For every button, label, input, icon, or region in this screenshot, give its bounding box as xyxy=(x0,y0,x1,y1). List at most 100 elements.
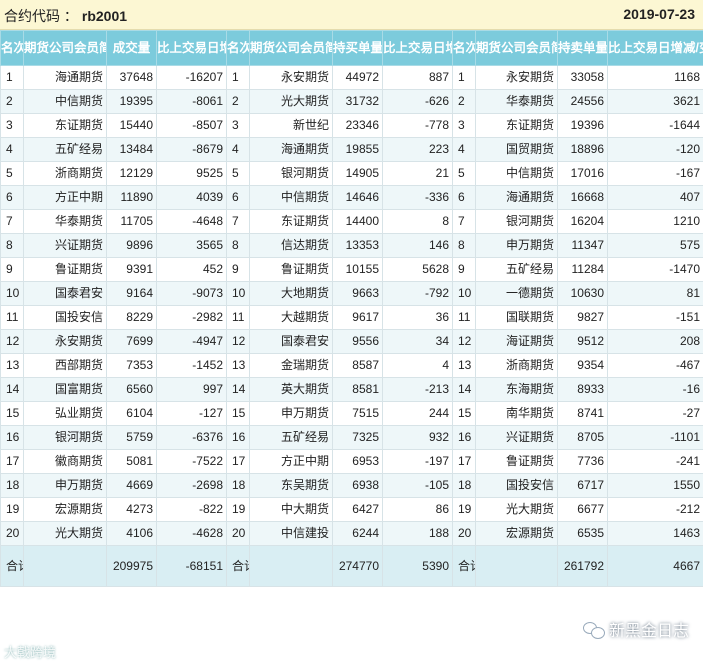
firm-cell: 海通期货 xyxy=(23,65,107,90)
firm-cell: 宏源期货 xyxy=(475,521,558,546)
rank-cell: 12 xyxy=(226,329,250,354)
volume-cell: 14905 xyxy=(332,161,383,186)
rank-cell: 3 xyxy=(452,113,476,138)
rank-cell: 6 xyxy=(452,185,476,210)
change-cell: -9073 xyxy=(156,281,227,306)
rank-cell: 12 xyxy=(452,329,476,354)
total-label: 合计 xyxy=(226,545,250,587)
change-cell: 81 xyxy=(607,281,703,306)
volume-cell: 12129 xyxy=(106,161,157,186)
rank-cell: 15 xyxy=(0,401,24,426)
change-cell: -6376 xyxy=(156,425,227,450)
volume-cell: 9391 xyxy=(106,257,157,282)
change-cell: 36 xyxy=(382,305,453,330)
table-row: 8 兴证期货 9896 3565 8 信达期货 13353 146 8 申万期货 11347 575 xyxy=(0,233,703,258)
firm-cell: 海通期货 xyxy=(475,185,558,210)
rank-cell: 3 xyxy=(226,113,250,138)
firm-cell: 中信建投 xyxy=(249,521,333,546)
rank-cell: 6 xyxy=(0,185,24,210)
col-firm-2: 期货公司会员简称 xyxy=(249,30,333,66)
change-cell: 5628 xyxy=(382,257,453,282)
change-cell: -336 xyxy=(382,185,453,210)
col-short-position: 持卖单量 xyxy=(557,30,608,66)
col-long-position: 持买单量 xyxy=(332,30,383,66)
table-row: 2 中信期货 19395 -8061 2 光大期货 31732 -626 2 华泰期货 24556 3… xyxy=(0,89,703,114)
change-cell: 3565 xyxy=(156,233,227,258)
rank-cell: 18 xyxy=(452,473,476,498)
volume-cell: 8933 xyxy=(557,377,608,402)
change-cell: -127 xyxy=(156,401,227,426)
change-cell: 86 xyxy=(382,497,453,522)
firm-cell: 大地期货 xyxy=(249,281,333,306)
rank-cell: 20 xyxy=(452,521,476,546)
volume-cell: 13353 xyxy=(332,233,383,258)
volume-cell: 37648 xyxy=(106,65,157,90)
volume-cell: 14400 xyxy=(332,209,383,234)
rank-cell: 4 xyxy=(452,137,476,162)
col-rank-3: 名次 xyxy=(452,30,476,66)
table-row: 6 方正中期 11890 4039 6 中信期货 14646 -336 6 海通期货 16668 40… xyxy=(0,185,703,210)
firm-cell: 申万期货 xyxy=(249,401,333,426)
firm-cell: 南华期货 xyxy=(475,401,558,426)
total-change: 4667 xyxy=(607,545,703,587)
firm-cell: 中大期货 xyxy=(249,497,333,522)
change-cell: 21 xyxy=(382,161,453,186)
volume-cell: 7515 xyxy=(332,401,383,426)
change-cell: 932 xyxy=(382,425,453,450)
change-cell: -105 xyxy=(382,473,453,498)
volume-cell: 8705 xyxy=(557,425,608,450)
volume-cell: 6535 xyxy=(557,521,608,546)
firm-cell: 英大期货 xyxy=(249,377,333,402)
change-cell: -8507 xyxy=(156,113,227,138)
volume-cell: 23346 xyxy=(332,113,383,138)
change-cell: -2698 xyxy=(156,473,227,498)
change-cell: -467 xyxy=(607,353,703,378)
table-row: 5 浙商期货 12129 9525 5 银河期货 14905 21 5 中信期货 17016 -167 xyxy=(0,161,703,186)
total-label: 合计 xyxy=(0,545,24,587)
total-spacer xyxy=(23,545,107,587)
rank-cell: 16 xyxy=(226,425,250,450)
firm-cell: 东证期货 xyxy=(249,209,333,234)
change-cell: -8061 xyxy=(156,89,227,114)
volume-cell: 19855 xyxy=(332,137,383,162)
change-cell: 997 xyxy=(156,377,227,402)
rank-cell: 12 xyxy=(0,329,24,354)
volume-cell: 7699 xyxy=(106,329,157,354)
volume-cell: 6427 xyxy=(332,497,383,522)
volume-cell: 6244 xyxy=(332,521,383,546)
volume-cell: 8581 xyxy=(332,377,383,402)
ranking-table: 名次 期货公司会员简称 成交量 比上交易日增减 名次 期货公司会员简称 持买单量… xyxy=(0,30,703,587)
firm-cell: 申万期货 xyxy=(23,473,107,498)
rank-cell: 19 xyxy=(452,497,476,522)
table-row: 17 徽商期货 5081 -7522 17 方正中期 6953 -197 17 鲁证期货 7736-… xyxy=(0,449,703,474)
firm-cell: 中信期货 xyxy=(475,161,558,186)
change-cell: 244 xyxy=(382,401,453,426)
rank-cell: 2 xyxy=(226,89,250,114)
table-row: 3 东证期货 15440 -8507 3 新世纪 23346 -778 3 东证期货 19396 -1… xyxy=(0,113,703,138)
volume-cell: 10155 xyxy=(332,257,383,282)
change-cell: -778 xyxy=(382,113,453,138)
table-row: 19 宏源期货 4273 -822 19 中大期货 6427 86 19 光大期货 6677 -212 xyxy=(0,497,703,522)
firm-cell: 徽商期货 xyxy=(23,449,107,474)
volume-cell: 11705 xyxy=(106,209,157,234)
change-cell: -16 xyxy=(607,377,703,402)
table-header: 名次 期货公司会员简称 成交量 比上交易日增减 名次 期货公司会员简称 持买单量… xyxy=(0,30,703,66)
rank-cell: 8 xyxy=(226,233,250,258)
firm-cell: 鲁证期货 xyxy=(475,449,558,474)
change-cell: -1470 xyxy=(607,257,703,282)
firm-cell: 银河期货 xyxy=(249,161,333,186)
report-date: 2019-07-23 xyxy=(623,6,695,22)
volume-cell: 10630 xyxy=(557,281,608,306)
rank-cell: 16 xyxy=(0,425,24,450)
change-cell: 1210 xyxy=(607,209,703,234)
firm-cell: 永安期货 xyxy=(249,65,333,90)
change-cell: 1463 xyxy=(607,521,703,546)
firm-cell: 国富期货 xyxy=(23,377,107,402)
table-row: 20 光大期货 4106 -4628 20 中信建投 6244 188 20 宏源期货 6535 14… xyxy=(0,521,703,546)
change-cell: -120 xyxy=(607,137,703,162)
rank-cell: 7 xyxy=(452,209,476,234)
volume-cell: 16668 xyxy=(557,185,608,210)
watermark-left: 大戟跨境 xyxy=(4,645,57,660)
volume-cell: 11890 xyxy=(106,185,157,210)
volume-cell: 19396 xyxy=(557,113,608,138)
